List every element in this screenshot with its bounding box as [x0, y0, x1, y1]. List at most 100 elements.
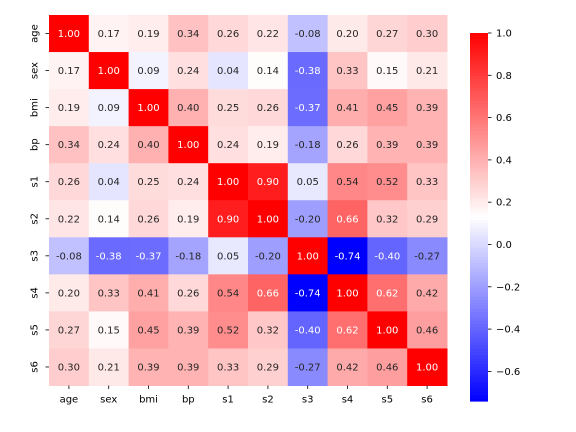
- cell-value-label: 0.54: [336, 177, 358, 188]
- heatmap-cell-sex-s4: [327, 52, 368, 90]
- colorbar-segment: [470, 155, 488, 160]
- cell-value-label: 0.33: [336, 66, 358, 77]
- y-tick-label: sex: [30, 62, 41, 79]
- cell-value-label: 0.52: [217, 325, 239, 336]
- cell-value-label: 0.34: [58, 140, 80, 151]
- colorbar-segment: [470, 342, 488, 347]
- heatmap-cell-sex-bp: [168, 52, 209, 90]
- colorbar-segment: [470, 134, 488, 138]
- colorbar-segment: [470, 391, 488, 396]
- colorbar-segment: [470, 287, 488, 292]
- cell-value-label: 0.90: [257, 177, 279, 188]
- cell-value-label: 1.00: [416, 362, 438, 373]
- colorbar-segment: [470, 309, 488, 313]
- cell-value-label: 0.40: [177, 103, 199, 114]
- colorbar-segment: [470, 161, 488, 166]
- colorbar-segment: [470, 164, 488, 169]
- cell-value-label: 0.15: [98, 325, 120, 336]
- y-tick-label: s3: [30, 250, 41, 262]
- cell-value-label: 0.41: [137, 288, 159, 299]
- cell-value-label: 0.27: [58, 325, 80, 336]
- cell-value-label: 0.19: [58, 103, 80, 114]
- heatmap-cell-s1-bp: [168, 163, 209, 201]
- colorbar-segment: [470, 143, 488, 148]
- colorbar-segment: [470, 177, 488, 181]
- cell-value-label: 0.42: [416, 288, 438, 299]
- cell-value-label: 0.52: [376, 177, 398, 188]
- heatmap-cell-bp-s6: [407, 126, 448, 164]
- cell-value-label: -0.08: [295, 29, 321, 40]
- colorbar-segment: [470, 66, 488, 71]
- cell-value-label: 0.15: [376, 66, 398, 77]
- colorbar-segment: [470, 33, 488, 37]
- cell-value-label: 0.66: [257, 288, 279, 299]
- cell-value-label: 1.00: [297, 251, 319, 262]
- cell-value-label: 0.09: [137, 66, 159, 77]
- heatmap-cell-sex-age: [49, 52, 90, 90]
- heatmap-cell-s3-s6: [407, 237, 448, 275]
- cell-value-label: -0.18: [295, 140, 321, 151]
- cell-value-label: 0.45: [376, 103, 398, 114]
- colorbar-tick-label: −0.6: [496, 367, 520, 378]
- heatmap-cell-s1-age: [49, 163, 90, 201]
- heatmap-cell-sex-s1: [208, 52, 249, 90]
- heatmap-cell-s3-s1: [208, 237, 249, 275]
- colorbar-segment: [470, 238, 488, 243]
- cell-value-label: 1.00: [257, 214, 279, 225]
- heatmap-cell-s6-s2: [248, 348, 289, 386]
- colorbar-segment: [470, 253, 488, 258]
- colorbar-segment: [470, 355, 488, 359]
- colorbar-segment: [470, 152, 488, 157]
- heatmap-cell-bmi-sex: [88, 89, 130, 127]
- heatmap-cell-s5-sex: [88, 311, 130, 349]
- heatmap-cell-age-sex: [88, 15, 130, 53]
- colorbar-segment: [470, 361, 488, 365]
- heatmap-cell-s1-sex: [88, 163, 130, 201]
- heatmap-cell-bp-s4: [327, 126, 368, 164]
- heatmap-cell-sex-bmi: [128, 52, 169, 90]
- y-tick-label: s1: [30, 176, 41, 188]
- heatmap-cell-s5-bp: [168, 311, 209, 349]
- colorbar-segment: [470, 39, 488, 43]
- heatmap-cell-age-bp: [168, 15, 209, 53]
- cell-value-label: 0.39: [137, 362, 159, 373]
- cell-value-label: 0.05: [297, 177, 319, 188]
- colorbar-segment: [470, 321, 488, 325]
- cell-value-label: 0.39: [416, 140, 438, 151]
- colorbar-segment: [470, 82, 488, 86]
- colorbar-segment: [470, 379, 488, 384]
- cell-value-label: 0.29: [257, 362, 279, 373]
- cell-value-label: 0.24: [98, 140, 120, 151]
- colorbar-segment: [470, 296, 488, 301]
- cell-value-label: -0.37: [136, 251, 162, 262]
- cell-value-label: 0.20: [58, 288, 80, 299]
- cell-value-label: 0.19: [257, 140, 279, 151]
- colorbar-segment: [470, 312, 488, 316]
- cell-value-label: 0.90: [217, 214, 239, 225]
- cell-value-label: 0.24: [217, 140, 239, 151]
- heatmap-cell-s4-bmi: [128, 274, 169, 312]
- heatmap-cell-s1-s6: [407, 163, 448, 201]
- y-tick-label: s4: [30, 287, 41, 299]
- cell-value-label: 0.39: [416, 103, 438, 114]
- cell-value-label: 0.21: [98, 362, 120, 373]
- heatmap-cell-s1-bmi: [128, 163, 169, 201]
- heatmap-cell-bp-s1: [208, 126, 249, 164]
- heatmap-cell-sex-s3: [287, 52, 329, 90]
- cell-value-label: 0.33: [416, 177, 438, 188]
- colorbar-segment: [470, 45, 488, 49]
- heatmap-cell-bmi-bp: [168, 89, 209, 127]
- colorbar-segment: [470, 146, 488, 151]
- colorbar-segment: [470, 106, 488, 111]
- heatmap-cell-s6-s6: [407, 348, 448, 386]
- heatmap-cell-s3-sex: [88, 237, 130, 275]
- colorbar-segment: [470, 256, 488, 261]
- heatmap-cell-s3-bmi: [128, 237, 169, 275]
- x-tick-label: bmi: [139, 395, 158, 406]
- colorbar-segment: [470, 180, 488, 184]
- colorbar-segment: [470, 60, 488, 65]
- x-tick-label: s6: [421, 395, 433, 406]
- colorbar-tick-label: 1.0: [496, 29, 512, 40]
- colorbar-segment: [470, 48, 488, 52]
- colorbar-segment: [470, 330, 488, 335]
